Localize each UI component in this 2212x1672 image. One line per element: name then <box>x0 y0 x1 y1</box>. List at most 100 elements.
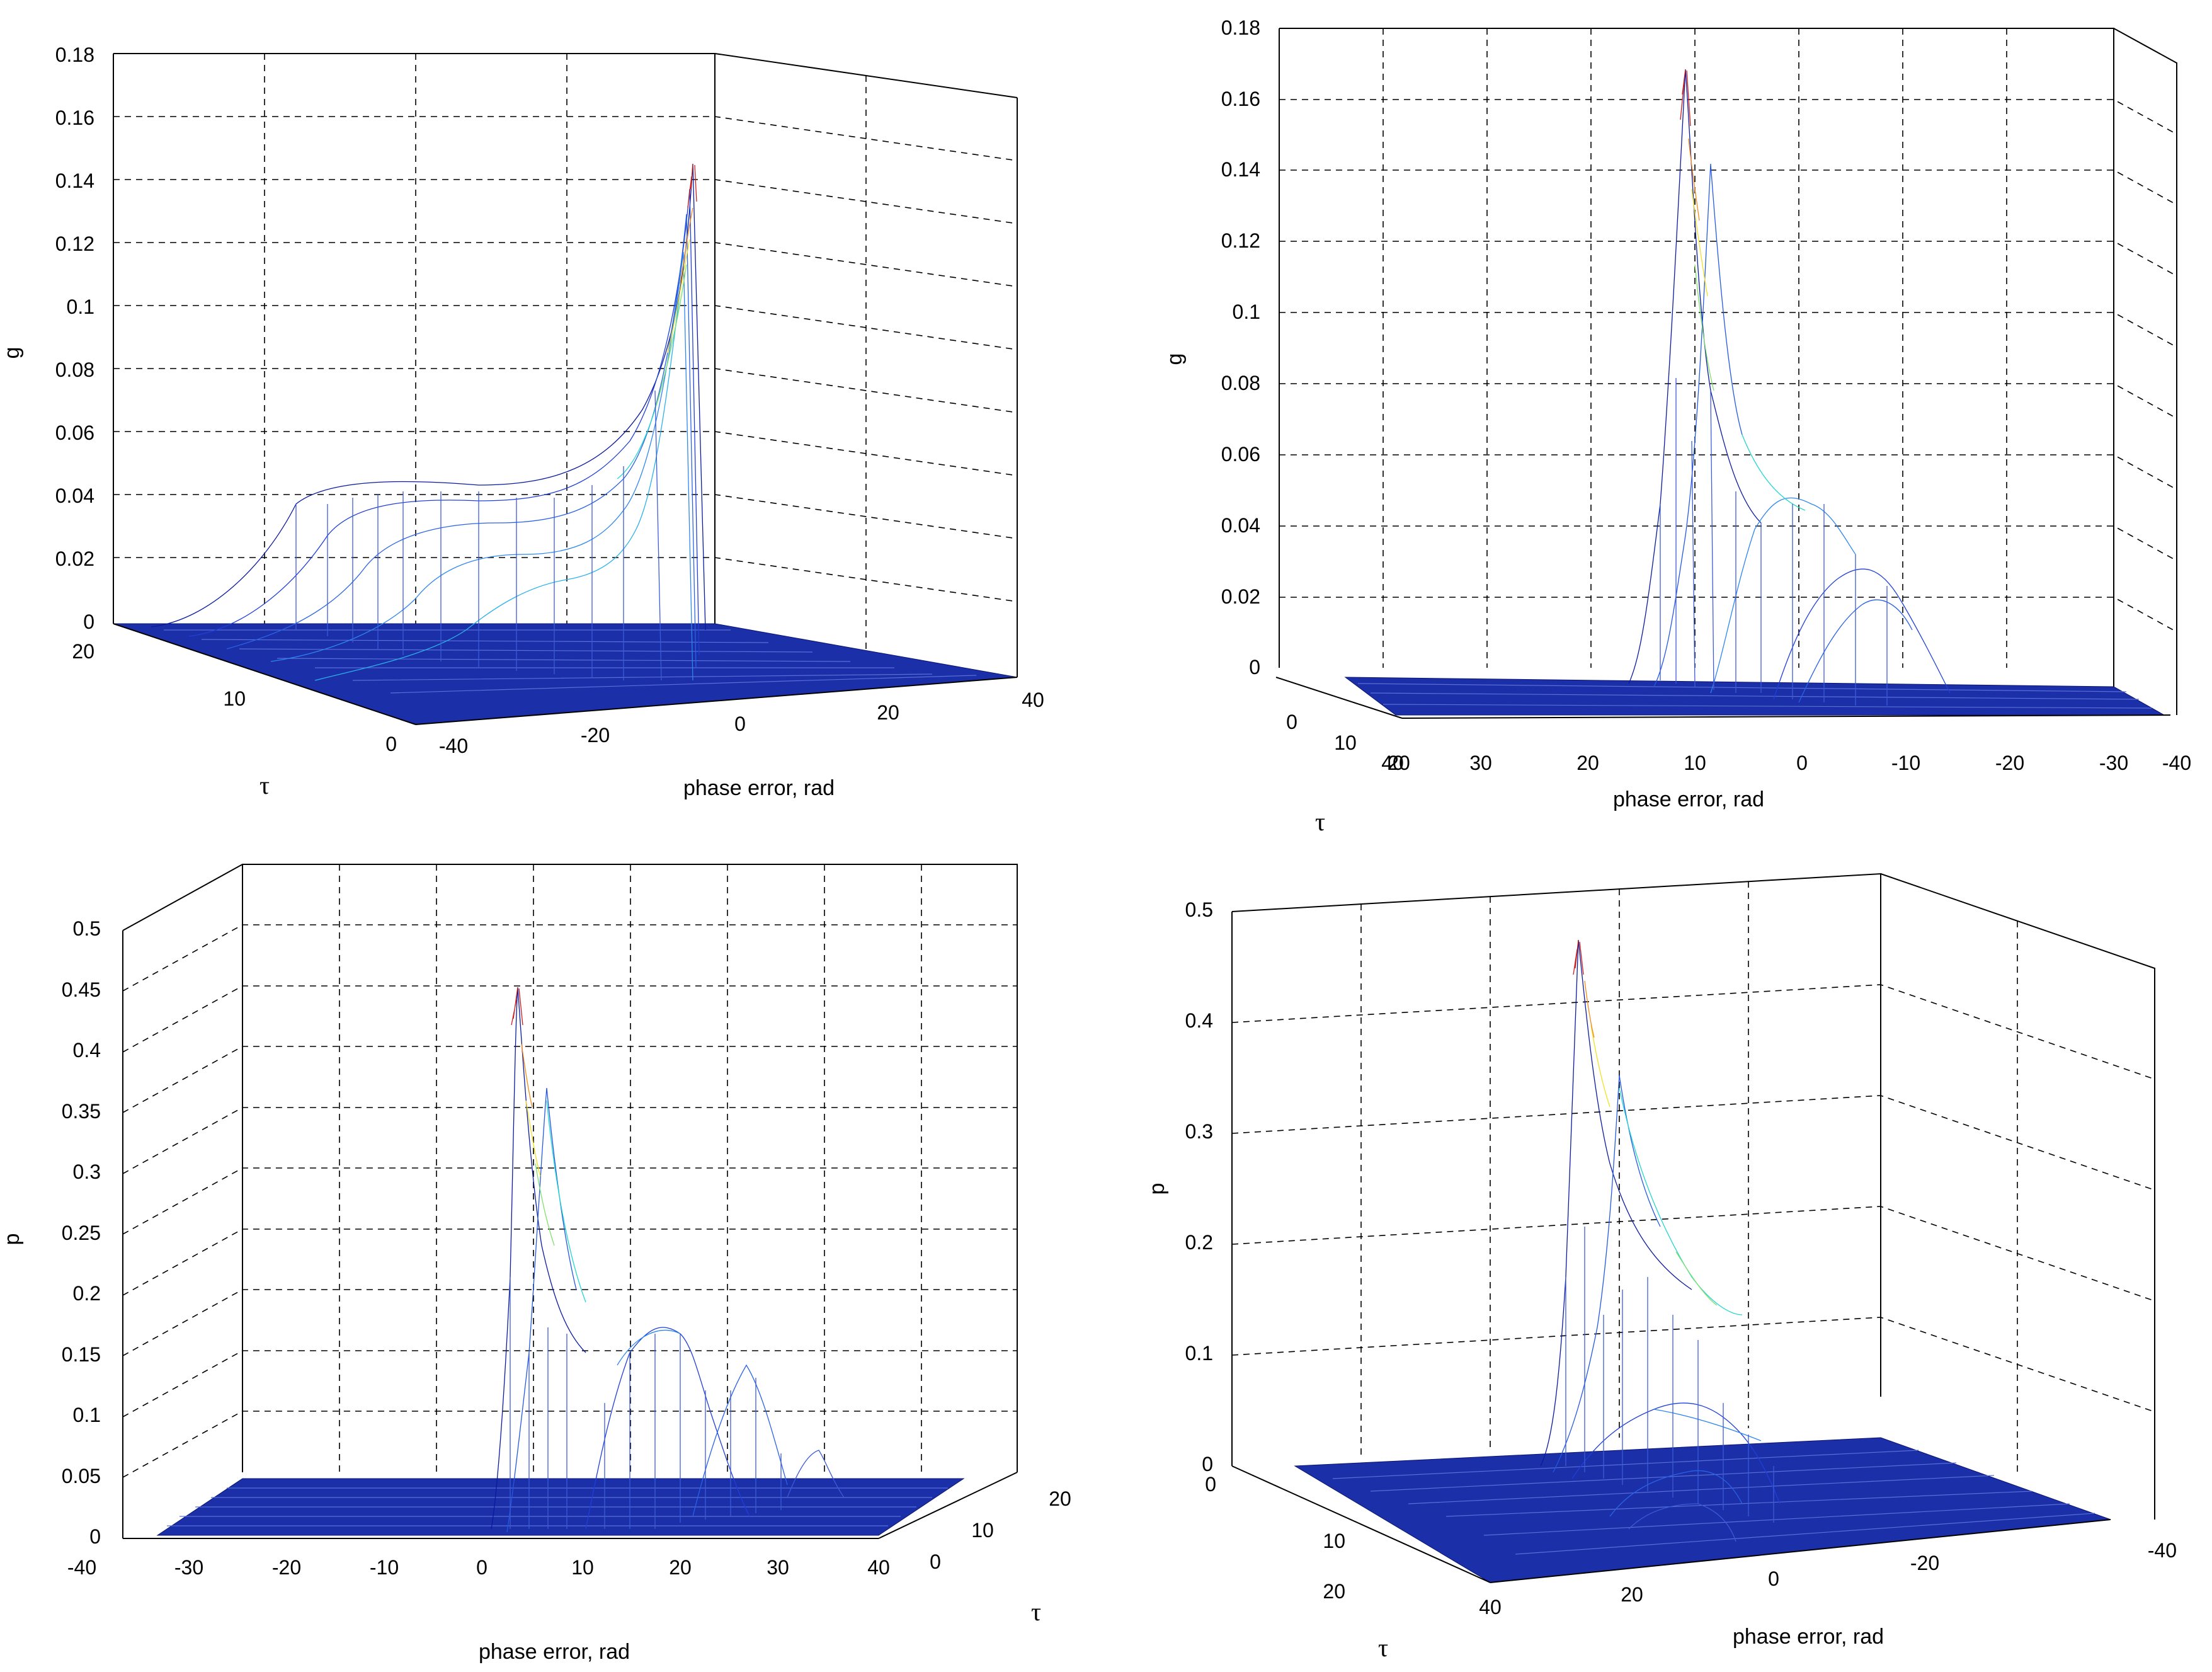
z-tick: 0.18 <box>1221 16 1260 39</box>
surface-mesh <box>1628 69 1951 706</box>
x-tick: -20 <box>272 1556 301 1579</box>
x-tick: -40 <box>2148 1539 2177 1562</box>
z-tick: 0 <box>89 1525 101 1548</box>
back-walls <box>1231 873 2155 1520</box>
z-tick: 0.14 <box>55 169 94 192</box>
z-tick: 0.05 <box>62 1465 101 1487</box>
z-tick: 0 <box>1202 1453 1213 1475</box>
z-tick: 0.4 <box>1185 1009 1213 1032</box>
floor <box>1344 677 2165 716</box>
x-axis: 30 20 10 0 -10 -20 -30 -40 phase error, … <box>1401 714 2191 811</box>
x-tick: 30 <box>1469 752 1492 774</box>
x-axis: 40 20 0 -20 -40 phase error, rad <box>1479 1519 2177 1649</box>
z-tick: 0.02 <box>1221 585 1260 608</box>
y-tick: 20 <box>1049 1487 1071 1510</box>
x-axis: -40 -20 0 20 40 phase error, rad <box>415 677 1044 800</box>
z-tick: 0.06 <box>55 421 94 444</box>
z-tick: 0.1 <box>1185 1342 1213 1365</box>
z-tick: 0.3 <box>73 1160 101 1183</box>
x-axis: -40 -30 -20 -10 0 10 20 30 40 phase erro… <box>67 1538 890 1664</box>
y-axis: 0 10 20 τ <box>1205 1465 1491 1662</box>
z-tick: 0.08 <box>55 358 94 381</box>
y-axis-label: τ <box>1378 1634 1388 1662</box>
surface-mesh <box>491 987 845 1533</box>
z-tick: 0.35 <box>62 1100 101 1123</box>
z-tick: 0.2 <box>73 1282 101 1305</box>
x-tick: 40 <box>867 1556 890 1579</box>
y-tick: 10 <box>1334 731 1357 754</box>
z-tick: 0.16 <box>55 106 94 129</box>
y-tick: 0 <box>385 733 397 755</box>
x-tick: -20 <box>1910 1552 1939 1574</box>
z-tick: 0.5 <box>73 917 101 940</box>
x-tick: 40 <box>1022 689 1044 711</box>
z-axis-label: p <box>0 1234 24 1245</box>
z-tick: 0.08 <box>1221 372 1260 394</box>
y-axis-label: τ <box>1315 808 1325 836</box>
y-tick: 10 <box>223 687 246 710</box>
z-axis-label: g <box>0 347 24 359</box>
x-tick: 0 <box>1796 752 1808 774</box>
z-axis-label: p <box>1145 1183 1169 1195</box>
z-tick: 0 <box>1249 656 1260 679</box>
z-axis-label: g <box>1163 353 1187 365</box>
back-walls <box>1279 28 2177 715</box>
z-tick: 0.12 <box>1221 229 1260 252</box>
back-walls <box>113 53 1018 677</box>
x-tick-overlap: 40 <box>1381 752 1404 774</box>
back-walls <box>122 864 1018 1538</box>
y-tick: 0 <box>1205 1473 1216 1496</box>
y-axis: 0 10 20 τ <box>878 1472 1071 1626</box>
z-tick: 0 <box>83 610 94 633</box>
z-tick: 0.18 <box>55 43 94 66</box>
y-axis-label: τ <box>259 771 270 799</box>
y-tick: 20 <box>1323 1580 1345 1603</box>
x-axis-label: phase error, rad <box>479 1640 630 1664</box>
z-tick: 0.14 <box>1221 158 1260 181</box>
chart-panel-4: 0 0.1 0.2 0.3 0.4 0.5 p 0 10 20 τ 40 20 … <box>1106 836 2212 1672</box>
z-tick: 0.06 <box>1221 443 1260 466</box>
floor <box>156 1478 965 1536</box>
x-tick: -20 <box>581 724 610 747</box>
x-tick: 20 <box>877 701 899 724</box>
x-tick: 40 <box>1479 1596 1502 1618</box>
chart-panel-2: 0 0.02 0.04 0.06 0.08 0.1 0.12 0.14 0.16… <box>1106 0 2212 836</box>
z-tick: 0.5 <box>1185 898 1213 921</box>
x-tick: -30 <box>2099 752 2128 774</box>
x-tick: 0 <box>476 1556 487 1579</box>
y-tick: 20 <box>1388 752 1410 774</box>
x-tick: -10 <box>1891 752 1920 774</box>
y-tick: 10 <box>1323 1530 1345 1552</box>
surface-plot-p-2: 0 0.1 0.2 0.3 0.4 0.5 p 0 10 20 τ 40 20 … <box>1145 873 2177 1662</box>
z-tick: 0.1 <box>1233 301 1260 323</box>
y-tick: 0 <box>1286 711 1297 733</box>
z-tick: 0.02 <box>55 547 94 570</box>
z-axis: 0 0.05 0.1 0.15 0.2 0.25 0.3 0.35 0.4 0.… <box>0 917 123 1548</box>
y-axis: 20 10 0 τ <box>72 623 416 799</box>
x-tick: 0 <box>734 713 746 735</box>
y-tick: 20 <box>72 640 94 663</box>
z-axis: 0 0.02 0.04 0.06 0.08 0.1 0.12 0.14 0.16… <box>0 43 114 633</box>
surface-plot-g-2: 0 0.02 0.04 0.06 0.08 0.1 0.12 0.14 0.16… <box>1163 16 2191 836</box>
z-tick: 0.2 <box>1185 1231 1213 1254</box>
surface-plot-g-1: 0 0.02 0.04 0.06 0.08 0.1 0.12 0.14 0.16… <box>0 43 1044 800</box>
z-tick: 0.4 <box>73 1039 101 1062</box>
surface-plot-p-1: 0 0.05 0.1 0.15 0.2 0.25 0.3 0.35 0.4 0.… <box>0 864 1071 1664</box>
x-tick: -40 <box>439 735 468 757</box>
x-tick: -20 <box>1995 752 2024 774</box>
x-tick: -40 <box>2162 752 2191 774</box>
z-tick: 0.12 <box>55 232 94 255</box>
x-axis-label: phase error, rad <box>1733 1625 1884 1649</box>
z-tick: 0.16 <box>1221 88 1260 110</box>
x-tick: 10 <box>571 1556 594 1579</box>
y-tick: 0 <box>930 1550 941 1573</box>
x-tick: -30 <box>174 1556 203 1579</box>
x-tick: 0 <box>1768 1567 1779 1590</box>
z-axis: 0 0.1 0.2 0.3 0.4 0.5 p <box>1145 898 1233 1475</box>
x-axis-label: phase error, rad <box>683 776 835 800</box>
z-tick: 0.15 <box>62 1343 101 1366</box>
z-axis: 0 0.02 0.04 0.06 0.08 0.1 0.12 0.14 0.16… <box>1163 16 1280 679</box>
z-tick: 0.3 <box>1185 1120 1213 1143</box>
x-axis-label: phase error, rad <box>1613 787 1764 811</box>
z-tick: 0.04 <box>1221 514 1260 537</box>
